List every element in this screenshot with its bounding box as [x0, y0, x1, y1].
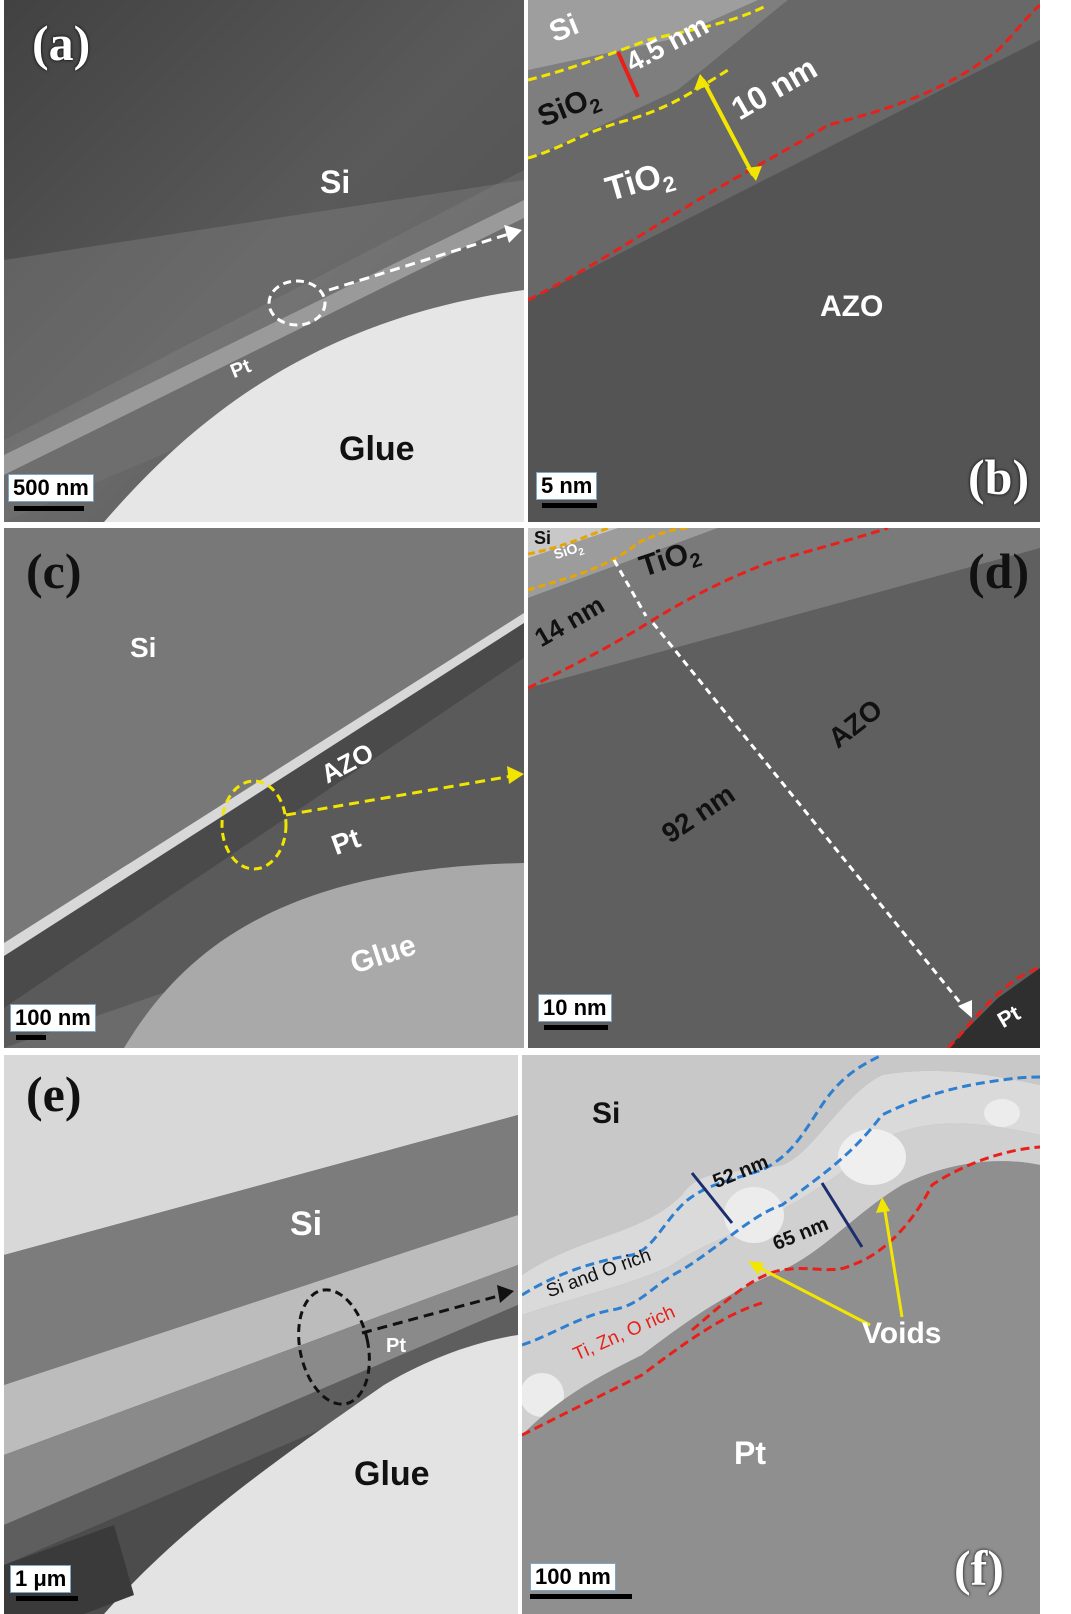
- label-pt: Pt: [386, 1335, 406, 1357]
- panel-label: (a): [32, 15, 91, 71]
- panel-f: Si 52 nm 65 nm Si and O rich Ti, Zn, O r…: [522, 1055, 1040, 1614]
- label-si: Si: [290, 1205, 323, 1243]
- scale-bar-line: [542, 503, 597, 508]
- scale-bar: 100 nm: [530, 1563, 616, 1591]
- label-pt: Pt: [734, 1435, 766, 1471]
- scale-bar-label: 100 nm: [535, 1564, 611, 1589]
- label-si: Si: [534, 528, 552, 548]
- panel-b: Si SiO2 4.5 nm 10 nm TiO2 AZO (b) 5 nm: [528, 0, 1040, 522]
- panel-c-image: [4, 528, 524, 1048]
- panel-label: (c): [26, 543, 82, 599]
- panel-label: (d): [968, 543, 1030, 599]
- scale-bar: 1 μm: [10, 1565, 72, 1593]
- label-si: Si: [592, 1097, 621, 1130]
- scale-bar-label: 100 nm: [15, 1005, 91, 1030]
- panel-c: (c) Si AZO Pt Glue 100 nm: [4, 528, 524, 1048]
- panel-label: (f): [954, 1540, 1004, 1596]
- panel-label: (b): [968, 449, 1030, 505]
- label-si: Si: [130, 632, 157, 663]
- scale-bar: 100 nm: [10, 1004, 96, 1032]
- label-si: Si: [320, 164, 351, 200]
- scale-bar-line: [530, 1594, 632, 1599]
- label-voids: Voids: [862, 1317, 942, 1350]
- panel-label: (e): [26, 1066, 82, 1122]
- scale-bar-line: [16, 1035, 46, 1040]
- panel-e-image: [4, 1055, 518, 1614]
- panel-e: (e) Si Pt Glue 1 μm: [4, 1055, 518, 1614]
- scale-bar-line: [544, 1025, 608, 1030]
- panel-d-image: [528, 528, 1040, 1048]
- scale-bar-label: 10 nm: [543, 995, 607, 1020]
- label-glue: Glue: [354, 1455, 430, 1493]
- scale-bar: 500 nm: [8, 474, 94, 502]
- panel-a: (a) Si Pt Glue 500 nm: [4, 0, 524, 522]
- scale-bar: 10 nm: [538, 994, 612, 1022]
- scale-bar-line: [14, 506, 84, 511]
- panel-a-image: [4, 0, 524, 522]
- scale-bar-line: [16, 1596, 78, 1601]
- scale-bar: 5 nm: [536, 472, 598, 500]
- label-azo: AZO: [820, 290, 884, 323]
- scale-bar-label: 5 nm: [541, 473, 593, 498]
- label-glue: Glue: [339, 430, 415, 468]
- scale-bar-label: 500 nm: [13, 475, 89, 500]
- panel-d: Si SiO2 TiO2 14 nm 92 nm AZO Pt (d) 10 n…: [528, 528, 1040, 1048]
- scale-bar-label: 1 μm: [15, 1566, 67, 1591]
